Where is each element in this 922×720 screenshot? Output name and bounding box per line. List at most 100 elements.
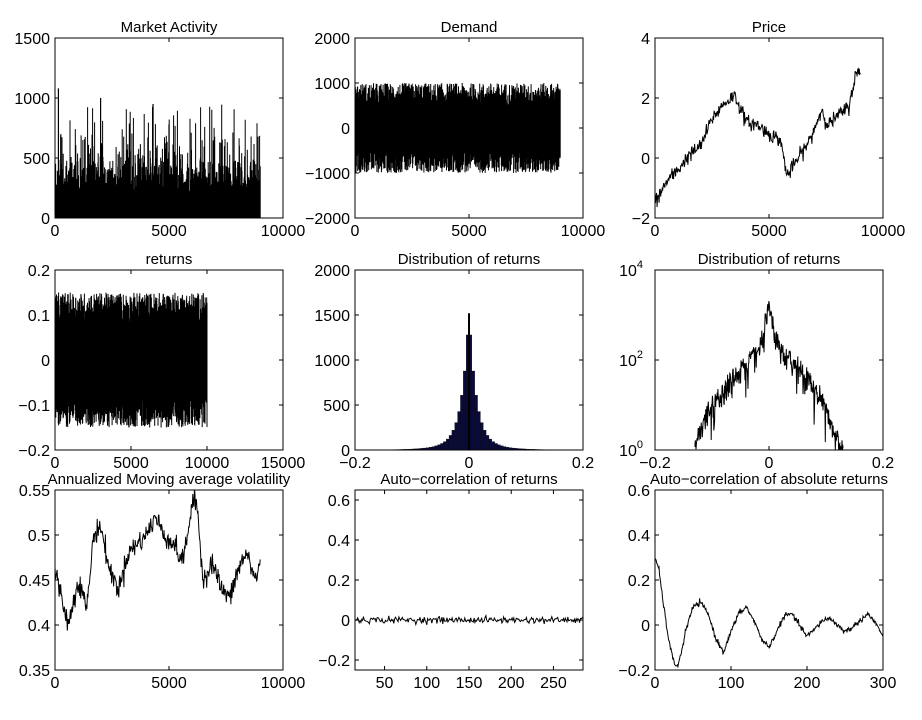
x-tick-label: 0 <box>51 223 60 240</box>
x-tick-label: 200 <box>794 675 821 692</box>
y-tick-label: 0.6 <box>328 493 350 510</box>
x-tick-label: 0 <box>351 223 360 240</box>
chart-distribution-returns-log: Distribution of returns −0.2 0 0.2 100 102 104 <box>619 251 894 472</box>
y-tick-label: 1000 <box>314 76 350 93</box>
x-tick-label: 0 <box>651 675 660 692</box>
x-tick-label: 10000 <box>261 223 306 240</box>
y-tick-label: 100 <box>619 439 643 460</box>
chart-title: Demand <box>441 19 498 36</box>
y-tick-label: 0.2 <box>328 573 350 590</box>
hist-bar <box>491 441 495 450</box>
y-tick-label: −0.2 <box>18 443 50 460</box>
y-tick-label: 0.45 <box>19 573 50 590</box>
hist-bar <box>463 370 467 450</box>
y-tick-label: 500 <box>323 398 350 415</box>
x-tick-label: 15000 <box>261 455 306 472</box>
y-tick-label: 0.35 <box>19 663 50 680</box>
y-tick-label: 0 <box>41 211 50 228</box>
x-tick-label: 0 <box>51 455 60 472</box>
y-tick-label: 0.2 <box>628 573 650 590</box>
plot-area <box>355 83 561 173</box>
y-tick-label: 0 <box>641 151 650 168</box>
y-tick-label: 0 <box>341 613 350 630</box>
x-tick-label: −0.2 <box>339 455 371 472</box>
y-tick-label: 500 <box>23 151 50 168</box>
x-tick-label: 100 <box>413 675 440 692</box>
hist-bar <box>440 443 444 450</box>
hist-bar <box>443 441 447 450</box>
chart-acf-returns: Auto−correlation of returns 50 100 150 200 25… <box>318 471 584 692</box>
y-tick-label: 0 <box>641 618 650 635</box>
y-tick-label: 4 <box>641 31 650 48</box>
x-tick-label: 0 <box>765 455 774 472</box>
y-tick-label: 0.4 <box>628 528 650 545</box>
hist-bar <box>483 430 487 450</box>
x-tick-label: 5000 <box>151 675 187 692</box>
x-tick-label: 0 <box>651 223 660 240</box>
y-tick-label: 1500 <box>314 308 350 325</box>
hist-bar <box>431 446 435 450</box>
hist-bar <box>437 444 441 450</box>
plot-area <box>55 292 208 428</box>
axes-box <box>654 37 884 219</box>
y-tick-label: −2000 <box>305 211 350 228</box>
axes-box <box>54 489 284 671</box>
y-tick-label: 0 <box>341 443 350 460</box>
hist-bar <box>480 422 484 450</box>
chart-title: Auto−correlation of absolute returns <box>650 471 888 488</box>
y-tick-label: −0.1 <box>18 398 50 415</box>
chart-title: Auto−correlation of returns <box>380 471 557 488</box>
x-tick-label: −0.2 <box>639 455 671 472</box>
y-tick-label: 1000 <box>14 91 50 108</box>
series-line <box>655 67 861 208</box>
y-tick-label: −0.2 <box>318 653 350 670</box>
x-tick-label: 0.2 <box>572 455 594 472</box>
x-tick-label: 10000 <box>861 223 906 240</box>
x-tick-label: 50 <box>376 675 394 692</box>
y-tick-label: −0.2 <box>618 663 650 680</box>
plot-area <box>55 88 261 218</box>
series-line <box>655 558 883 669</box>
x-tick-label: 5000 <box>151 223 187 240</box>
chart-title: Annualized Moving average volatility <box>48 471 291 488</box>
plot-area <box>55 490 261 631</box>
chart-market-activity: Market Activity 0 5000 10000 0 500 1000 1500 <box>14 19 305 240</box>
hist-bar <box>471 370 475 450</box>
hist-bar <box>500 445 504 450</box>
x-tick-label: 150 <box>456 675 483 692</box>
y-tick-label: 0.6 <box>628 483 650 500</box>
y-tick-label: 0.4 <box>28 618 50 635</box>
y-tick-label: 0.2 <box>28 263 50 280</box>
x-tick-label: 0.2 <box>872 455 894 472</box>
series-line <box>355 83 561 173</box>
series-line <box>55 490 261 631</box>
y-tick-label: 0 <box>41 353 50 370</box>
x-tick-label: 300 <box>870 675 897 692</box>
axes-box <box>354 489 584 671</box>
plot-area <box>694 301 844 450</box>
x-tick-label: 5000 <box>451 223 487 240</box>
y-tick-label: 1000 <box>314 353 350 370</box>
plot-area <box>655 558 883 669</box>
x-tick-label: 10000 <box>561 223 606 240</box>
chart-distribution-returns: Distribution of returns−0.2 0 0.2050010001… <box>314 251 594 472</box>
y-tick-label: 1500 <box>14 31 50 48</box>
plot-area <box>355 613 583 627</box>
hist-bar <box>457 411 461 450</box>
chart-title: Market Activity <box>121 19 218 36</box>
y-tick-label: 102 <box>619 349 643 370</box>
y-tick-label: −2 <box>632 211 650 228</box>
y-tick-label: 2000 <box>314 263 350 280</box>
hist-bar <box>494 443 498 450</box>
hist-bar <box>434 445 438 450</box>
chart-acf-abs-returns: Auto−correlation of absolute returns 0 100… <box>618 471 896 692</box>
series-line <box>694 301 844 450</box>
y-tick-label: 0.55 <box>19 483 50 500</box>
x-tick-label: 0 <box>465 455 474 472</box>
axes-box <box>654 489 884 671</box>
hist-bar <box>497 444 501 450</box>
x-tick-label: 250 <box>540 675 567 692</box>
chart-title: returns <box>146 251 193 268</box>
